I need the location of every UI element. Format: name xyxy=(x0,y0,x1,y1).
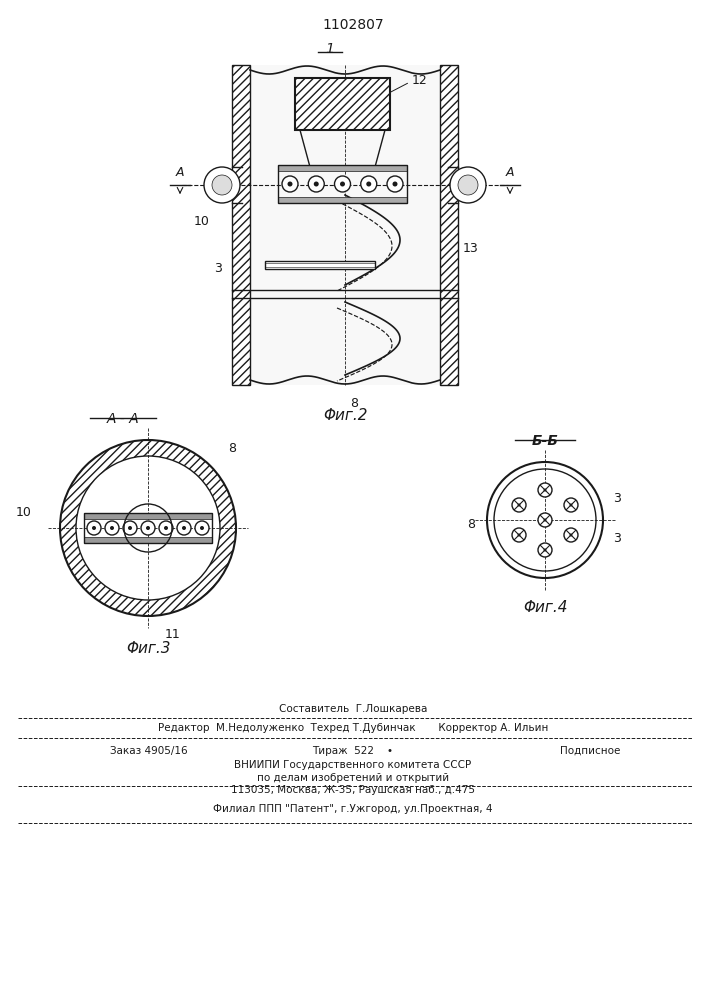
Circle shape xyxy=(544,548,547,552)
Circle shape xyxy=(387,176,403,192)
Circle shape xyxy=(334,176,351,192)
Circle shape xyxy=(512,498,526,512)
Circle shape xyxy=(518,534,520,536)
Circle shape xyxy=(282,176,298,192)
Circle shape xyxy=(340,182,345,186)
Text: Б-Б: Б-Б xyxy=(532,434,559,448)
Circle shape xyxy=(177,521,191,535)
Circle shape xyxy=(564,498,578,512)
Text: 1102807: 1102807 xyxy=(322,18,384,32)
Circle shape xyxy=(92,526,96,530)
Circle shape xyxy=(569,504,573,506)
Text: 3: 3 xyxy=(613,532,621,544)
Circle shape xyxy=(544,488,547,491)
Text: 13: 13 xyxy=(463,241,479,254)
Bar xyxy=(84,513,212,519)
Bar xyxy=(232,65,250,385)
Text: 10: 10 xyxy=(194,215,210,228)
Text: Филиал ППП "Патент", г.Ужгород, ул.Проектная, 4: Филиал ППП "Патент", г.Ужгород, ул.Проек… xyxy=(214,804,493,814)
Circle shape xyxy=(392,182,397,186)
Text: Φиг.4: Φиг.4 xyxy=(522,600,567,615)
Text: Тираж  522    •: Тираж 522 • xyxy=(312,746,394,756)
Circle shape xyxy=(308,176,325,192)
Text: 3: 3 xyxy=(613,491,621,504)
Text: 1: 1 xyxy=(325,42,334,56)
Bar xyxy=(250,65,440,385)
Circle shape xyxy=(195,521,209,535)
Text: 12: 12 xyxy=(412,74,428,87)
Circle shape xyxy=(450,167,486,203)
Circle shape xyxy=(110,526,114,530)
Bar xyxy=(278,165,407,171)
Text: Редактор  М.Недолуженко  Техред Т.Дубинчак       Корректор А. Ильин: Редактор М.Недолуженко Техред Т.Дубинчак… xyxy=(158,723,548,733)
Bar xyxy=(440,65,458,385)
Circle shape xyxy=(146,526,150,530)
Circle shape xyxy=(494,469,596,571)
Text: ВНИИПИ Государственного комитета СССР: ВНИИПИ Государственного комитета СССР xyxy=(235,760,472,770)
Text: Φиг.2: Φиг.2 xyxy=(323,408,367,423)
Text: Подписное: Подписное xyxy=(560,746,620,756)
Circle shape xyxy=(164,526,168,530)
Bar xyxy=(278,165,407,203)
Circle shape xyxy=(544,518,547,522)
Circle shape xyxy=(538,483,552,497)
Circle shape xyxy=(361,176,377,192)
Circle shape xyxy=(487,462,603,578)
Circle shape xyxy=(314,182,319,186)
Text: 113035, Москва, Ж-35, Раушская наб., д.475: 113035, Москва, Ж-35, Раушская наб., д.4… xyxy=(231,785,475,795)
Bar xyxy=(265,261,375,269)
Text: A - A: A - A xyxy=(107,412,139,426)
Text: Φиг.3: Φиг.3 xyxy=(126,641,170,656)
Bar xyxy=(278,197,407,203)
Text: 8: 8 xyxy=(350,397,358,410)
Text: 8: 8 xyxy=(467,518,475,532)
Circle shape xyxy=(200,526,204,530)
Circle shape xyxy=(182,526,186,530)
Circle shape xyxy=(564,528,578,542)
Circle shape xyxy=(366,182,371,186)
Circle shape xyxy=(105,521,119,535)
Circle shape xyxy=(87,521,101,535)
Circle shape xyxy=(212,175,232,195)
Circle shape xyxy=(159,521,173,535)
Circle shape xyxy=(76,456,220,600)
Text: Заказ 4905/16: Заказ 4905/16 xyxy=(110,746,187,756)
Text: 3: 3 xyxy=(214,261,222,274)
Circle shape xyxy=(538,543,552,557)
Circle shape xyxy=(518,504,520,506)
Circle shape xyxy=(141,521,155,535)
Circle shape xyxy=(569,534,573,536)
Text: Составитель  Г.Лошкарева: Составитель Г.Лошкарева xyxy=(279,704,427,714)
Circle shape xyxy=(204,167,240,203)
Circle shape xyxy=(128,526,132,530)
Circle shape xyxy=(458,175,478,195)
Circle shape xyxy=(512,528,526,542)
Text: 10: 10 xyxy=(16,506,32,520)
Text: по делам изобретений и открытий: по делам изобретений и открытий xyxy=(257,773,449,783)
Circle shape xyxy=(60,440,236,616)
Text: 11: 11 xyxy=(165,628,181,641)
Circle shape xyxy=(538,513,552,527)
Bar xyxy=(84,537,212,543)
Circle shape xyxy=(288,182,293,186)
Text: A: A xyxy=(176,166,185,180)
Circle shape xyxy=(123,521,137,535)
Bar xyxy=(84,513,212,543)
Text: 8: 8 xyxy=(228,442,236,454)
Bar xyxy=(295,78,390,130)
Text: A: A xyxy=(506,166,514,180)
